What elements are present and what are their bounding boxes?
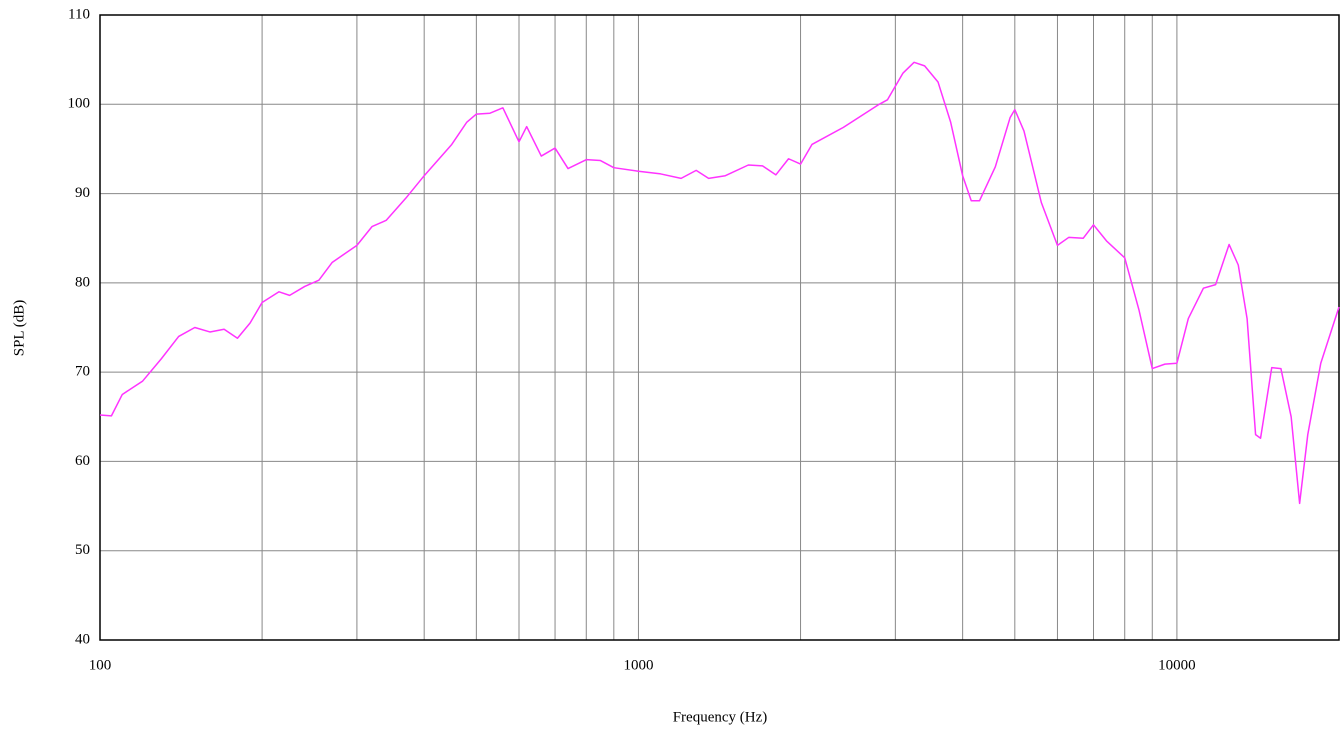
y-axis-label: SPL (dB) — [11, 300, 27, 357]
y-tick-label: 40 — [75, 631, 90, 647]
x-axis-label: Frequency (Hz) — [673, 709, 768, 725]
x-tick-label: 1000 — [623, 657, 653, 673]
x-tick-label: 100 — [89, 657, 112, 673]
y-tick-label: 50 — [75, 542, 90, 558]
y-tick-label: 60 — [75, 453, 90, 469]
data-line — [99, 61, 1340, 505]
y-tick-label: 80 — [75, 274, 90, 290]
x-tick-label: 10000 — [1158, 657, 1196, 673]
y-tick-label: 100 — [68, 96, 91, 112]
y-tick-label: 70 — [75, 364, 90, 380]
y-tick-label: 110 — [68, 6, 90, 22]
y-tick-label: 90 — [75, 185, 90, 201]
plot-border — [99, 14, 1340, 641]
